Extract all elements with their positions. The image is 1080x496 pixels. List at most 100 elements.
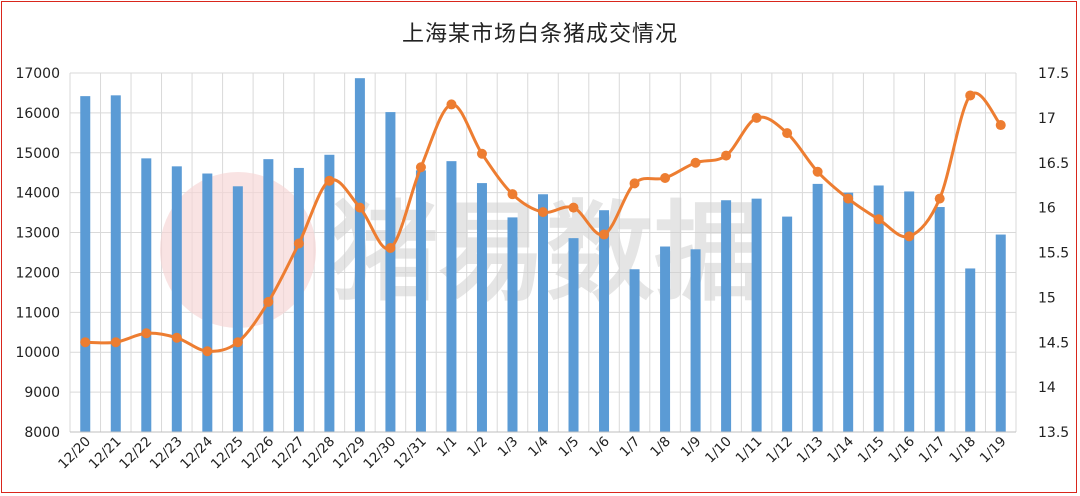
x-tick-label: 1/17 — [916, 434, 949, 467]
x-tick-label: 1/6 — [586, 434, 613, 461]
chart-title: 上海某市场白条猪成交情况 — [401, 22, 678, 47]
y-left-tick-label: 13000 — [15, 226, 60, 242]
bar — [599, 210, 610, 432]
bar — [232, 186, 243, 432]
line-point — [782, 128, 793, 139]
line-point — [293, 238, 304, 249]
y-left-tick-label: 15000 — [15, 146, 60, 162]
line-point — [660, 173, 671, 184]
x-tick-label: 1/18 — [946, 434, 979, 467]
x-tick-label: 12/23 — [147, 434, 186, 473]
y-left-tick-label: 12000 — [15, 265, 60, 281]
bar — [476, 183, 487, 432]
line-point — [446, 99, 457, 110]
y-left-tick-label: 8000 — [24, 425, 60, 441]
y-left-tick-label: 17000 — [15, 66, 60, 82]
watermark: 猪易数据 — [160, 172, 762, 328]
y-right-tick-label: 17 — [1038, 111, 1056, 127]
y-left-tick-label: 11000 — [15, 305, 60, 321]
x-tick-label: 1/7 — [617, 434, 644, 461]
y-axis-right: 13.5 14 14.5 15 15.5 16 16.5 17 17.5 — [1038, 66, 1069, 441]
bar — [568, 238, 579, 432]
x-tick-label: 12/31 — [391, 434, 430, 473]
bar — [538, 194, 548, 432]
x-tick-label: 1/14 — [824, 434, 857, 467]
y-right-tick-label: 15 — [1038, 290, 1056, 306]
x-tick-label: 1/3 — [495, 434, 522, 461]
x-tick-label: 12/28 — [299, 434, 338, 473]
bar — [751, 198, 762, 432]
bar — [904, 191, 915, 432]
bar — [171, 166, 182, 432]
x-tick-label: 1/11 — [733, 434, 766, 467]
bar — [385, 112, 396, 432]
x-tick-label: 1/1 — [434, 434, 461, 461]
bar — [843, 192, 854, 432]
x-tick-label: 12/22 — [116, 434, 155, 473]
x-tick-label: 12/25 — [208, 434, 247, 473]
y-axis-left: 8000 9000 10000 11000 12000 13000 14000 15000 16… — [15, 66, 60, 441]
line-point — [873, 214, 884, 225]
bar — [873, 185, 884, 432]
bar — [324, 154, 335, 432]
bar — [80, 96, 91, 432]
x-tick-label: 12/27 — [269, 434, 308, 473]
line-point — [812, 166, 823, 177]
x-tick-label: 1/2 — [464, 434, 491, 461]
bar — [263, 159, 274, 432]
line-series — [80, 90, 1006, 357]
y-right-tick-label: 15.5 — [1038, 246, 1069, 262]
y-left-tick-label: 16000 — [15, 106, 60, 122]
bar — [995, 234, 1006, 432]
line-point — [80, 337, 91, 348]
line-point — [141, 328, 152, 339]
line-point — [843, 193, 854, 204]
line-point — [415, 162, 426, 173]
line-point — [263, 296, 274, 307]
line-point — [965, 90, 976, 101]
bar — [415, 170, 426, 432]
line-point — [599, 229, 610, 240]
x-tick-label: 1/12 — [763, 434, 796, 467]
bar — [812, 183, 823, 432]
x-tick-label: 1/4 — [525, 434, 552, 461]
bar — [934, 207, 945, 432]
bar — [965, 268, 976, 432]
bar — [110, 95, 121, 433]
y-right-tick-label: 16 — [1038, 201, 1056, 217]
x-tick-label: 12/20 — [55, 434, 94, 473]
line-point — [354, 202, 365, 213]
x-axis: 12/2012/2112/2212/2312/2412/2512/2612/27… — [55, 431, 1016, 473]
line-point — [507, 189, 518, 200]
bar — [293, 167, 304, 433]
bar — [782, 216, 793, 432]
bar-series — [80, 78, 1006, 433]
line-point — [476, 148, 487, 159]
x-tick-label: 12/26 — [238, 434, 277, 473]
bar — [629, 269, 640, 432]
line-point — [995, 120, 1006, 131]
y-right-tick-label: 14.5 — [1038, 335, 1069, 351]
x-tick-label: 1/9 — [678, 434, 705, 461]
x-tick-label: 12/29 — [330, 434, 369, 473]
line-point — [690, 157, 701, 168]
line-point — [171, 332, 182, 343]
x-tick-label: 1/19 — [977, 434, 1010, 467]
line-point — [751, 112, 762, 123]
bar — [354, 78, 365, 433]
y-left-tick-label: 14000 — [15, 186, 60, 202]
bar — [660, 246, 671, 432]
x-tick-label: 1/5 — [556, 434, 583, 461]
x-tick-label: 1/16 — [885, 434, 918, 467]
line-point — [232, 337, 243, 348]
line-point — [904, 231, 915, 242]
x-tick-label: 1/8 — [647, 434, 674, 461]
y-right-tick-label: 17.5 — [1038, 66, 1069, 82]
x-tick-label: 1/15 — [855, 434, 888, 467]
x-tick-label: 1/13 — [794, 434, 827, 467]
bar — [507, 217, 518, 432]
line-point — [385, 243, 396, 254]
line-point — [934, 193, 945, 204]
y-left-tick-label: 9000 — [24, 385, 60, 401]
line-point — [568, 202, 579, 213]
